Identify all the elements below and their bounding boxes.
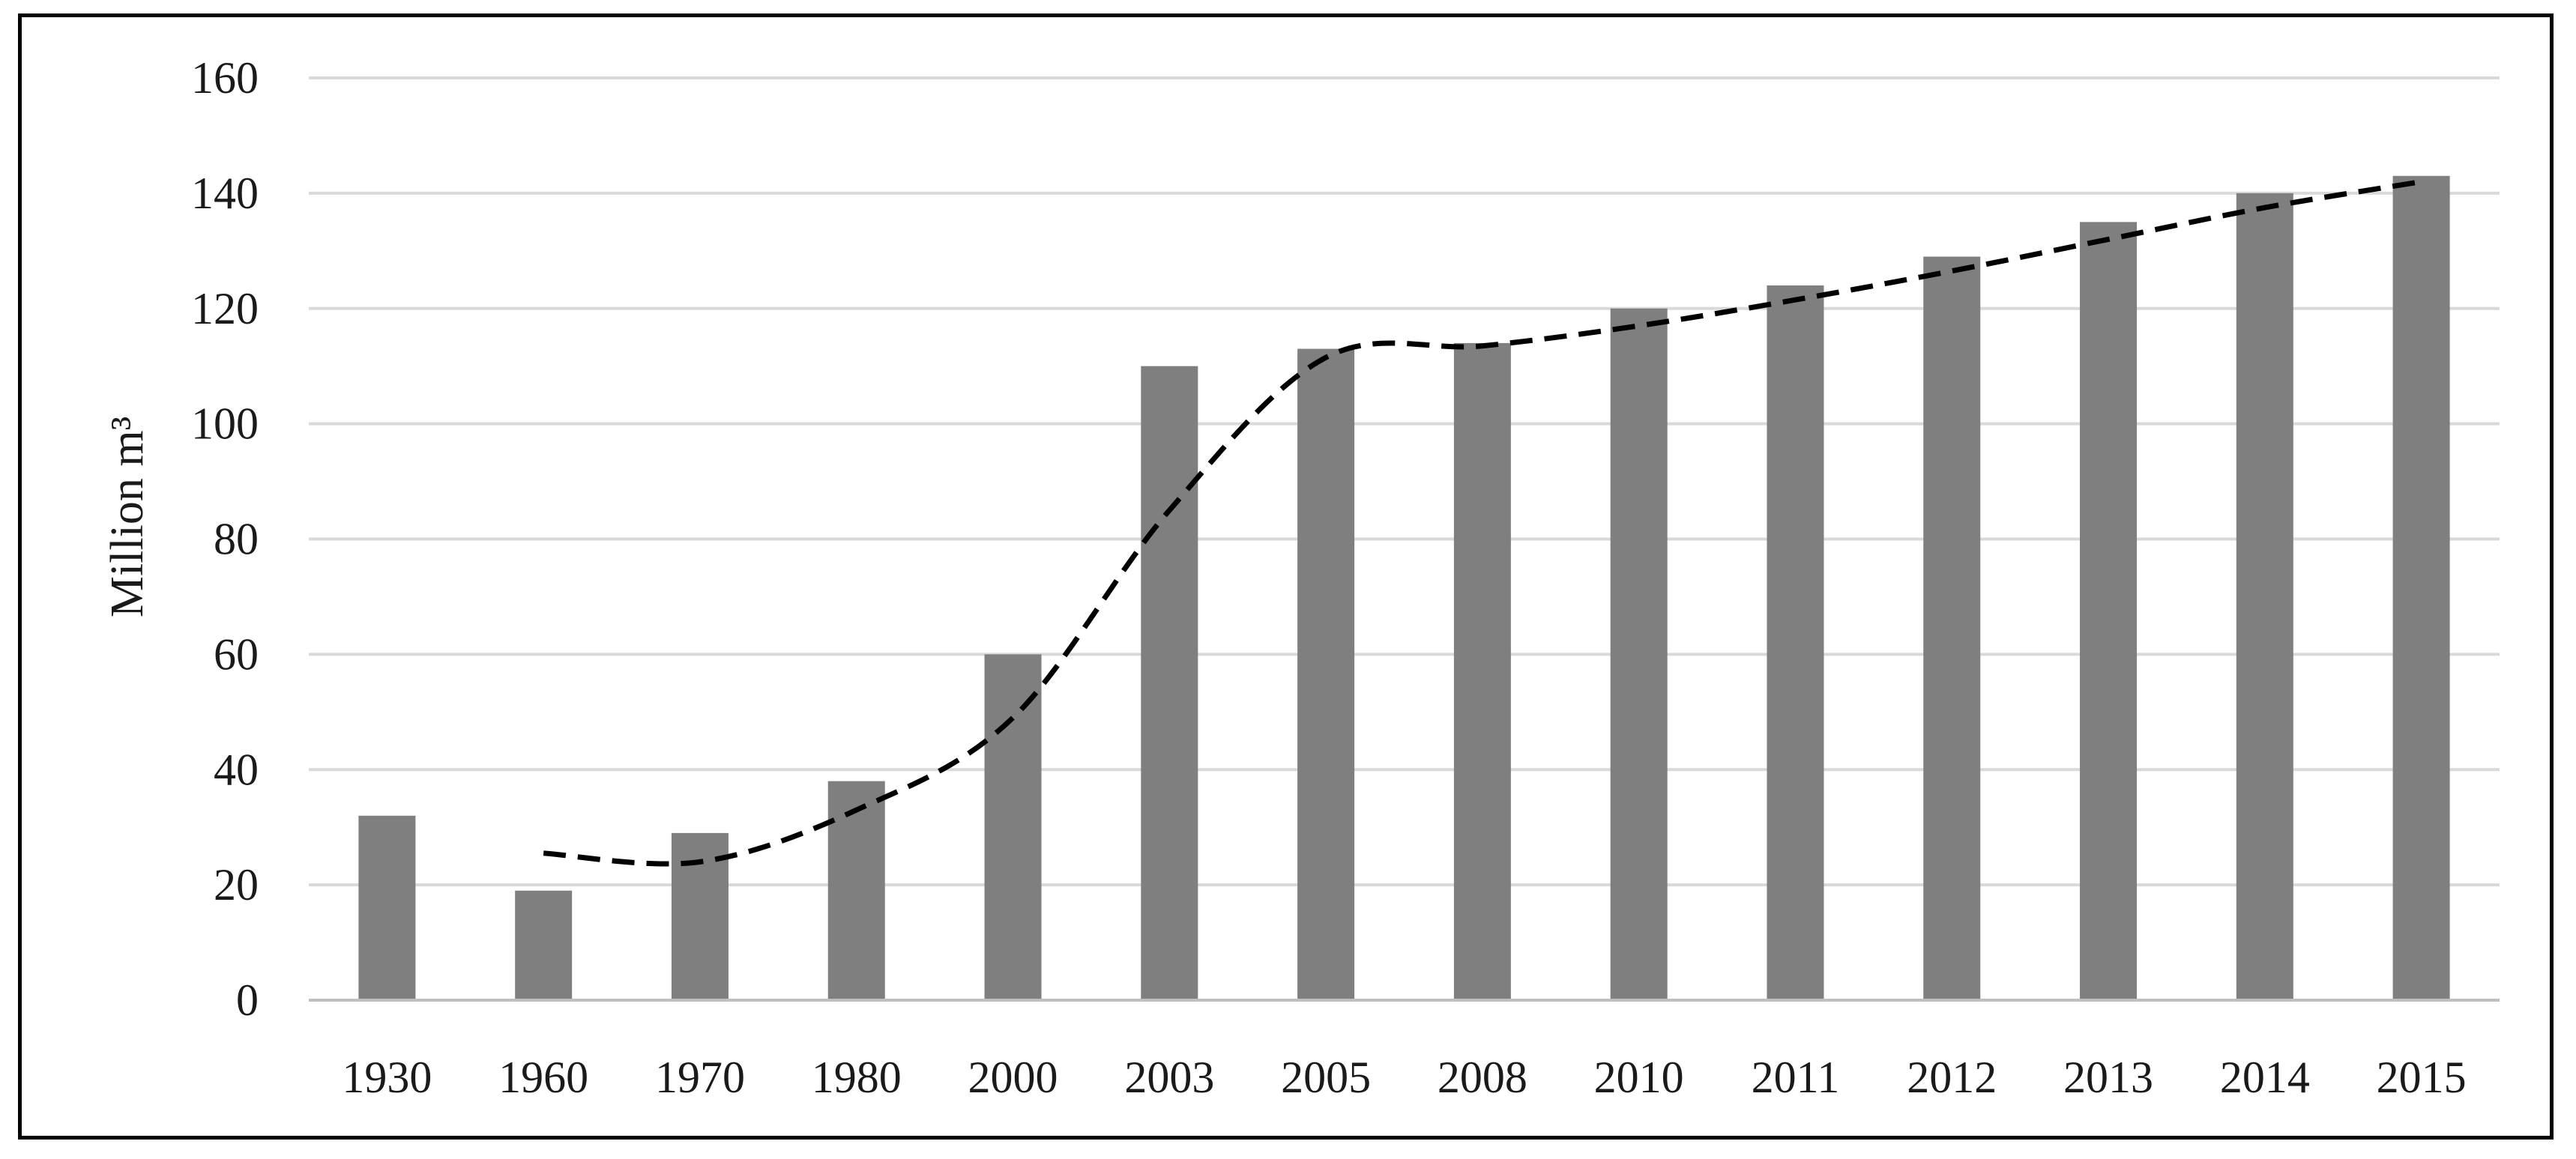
- gridlines: [309, 76, 2500, 887]
- x-tick-label: 2011: [1752, 1053, 1840, 1102]
- bar: [515, 890, 573, 1000]
- y-tick-label: 20: [214, 860, 259, 910]
- x-tick-label: 2010: [1594, 1053, 1684, 1102]
- y-tick-label: 140: [191, 169, 259, 218]
- bar: [984, 654, 1042, 1000]
- x-tick-label: 1960: [498, 1053, 588, 1102]
- bar: [2080, 222, 2138, 1000]
- x-tick-label: 1930: [342, 1053, 432, 1102]
- x-tick-label: 2005: [1281, 1053, 1371, 1102]
- y-tick-label: 80: [214, 515, 259, 564]
- trend-line-group: [543, 179, 2422, 867]
- y-tick-labels: 0 20 40 60 80 100 120 140 160: [191, 53, 259, 1025]
- bar: [1141, 366, 1198, 1000]
- x-tick-label: 2014: [2220, 1053, 2310, 1102]
- bar: [1297, 348, 1355, 1000]
- bars: [358, 175, 2450, 1001]
- bar: [1923, 256, 1981, 1001]
- x-tick-label: 1980: [812, 1053, 902, 1102]
- x-tick-label: 2008: [1438, 1053, 1527, 1102]
- x-tick-label: 1970: [655, 1053, 745, 1102]
- x-tick-label: 2015: [2377, 1053, 2467, 1102]
- y-tick-label: 100: [191, 399, 259, 449]
- y-tick-label: 40: [214, 745, 259, 794]
- y-tick-label: 60: [214, 629, 259, 679]
- bar: [358, 815, 416, 1000]
- y-tick-label: 0: [236, 975, 259, 1025]
- bar: [827, 781, 885, 1000]
- y-tick-label: 120: [191, 284, 259, 333]
- bar: [1767, 285, 1824, 1001]
- x-tick-label: 2003: [1124, 1053, 1214, 1102]
- bar: [1610, 308, 1668, 1000]
- bar: [1453, 342, 1511, 1001]
- x-tick-label: 2012: [1907, 1053, 1997, 1102]
- x-tick-label: 2000: [968, 1053, 1058, 1102]
- trend-line: [543, 179, 2422, 867]
- bar: [2392, 175, 2450, 1001]
- x-tick-label: 2013: [2063, 1053, 2153, 1102]
- y-tick-label: 160: [191, 53, 259, 103]
- x-tick-labels: 1930 1960 1970 1980 2000 2003 2005 2008 2010 2011…: [342, 1053, 2466, 1102]
- y-axis-title: Million m³: [102, 417, 153, 617]
- bar: [2236, 193, 2293, 1000]
